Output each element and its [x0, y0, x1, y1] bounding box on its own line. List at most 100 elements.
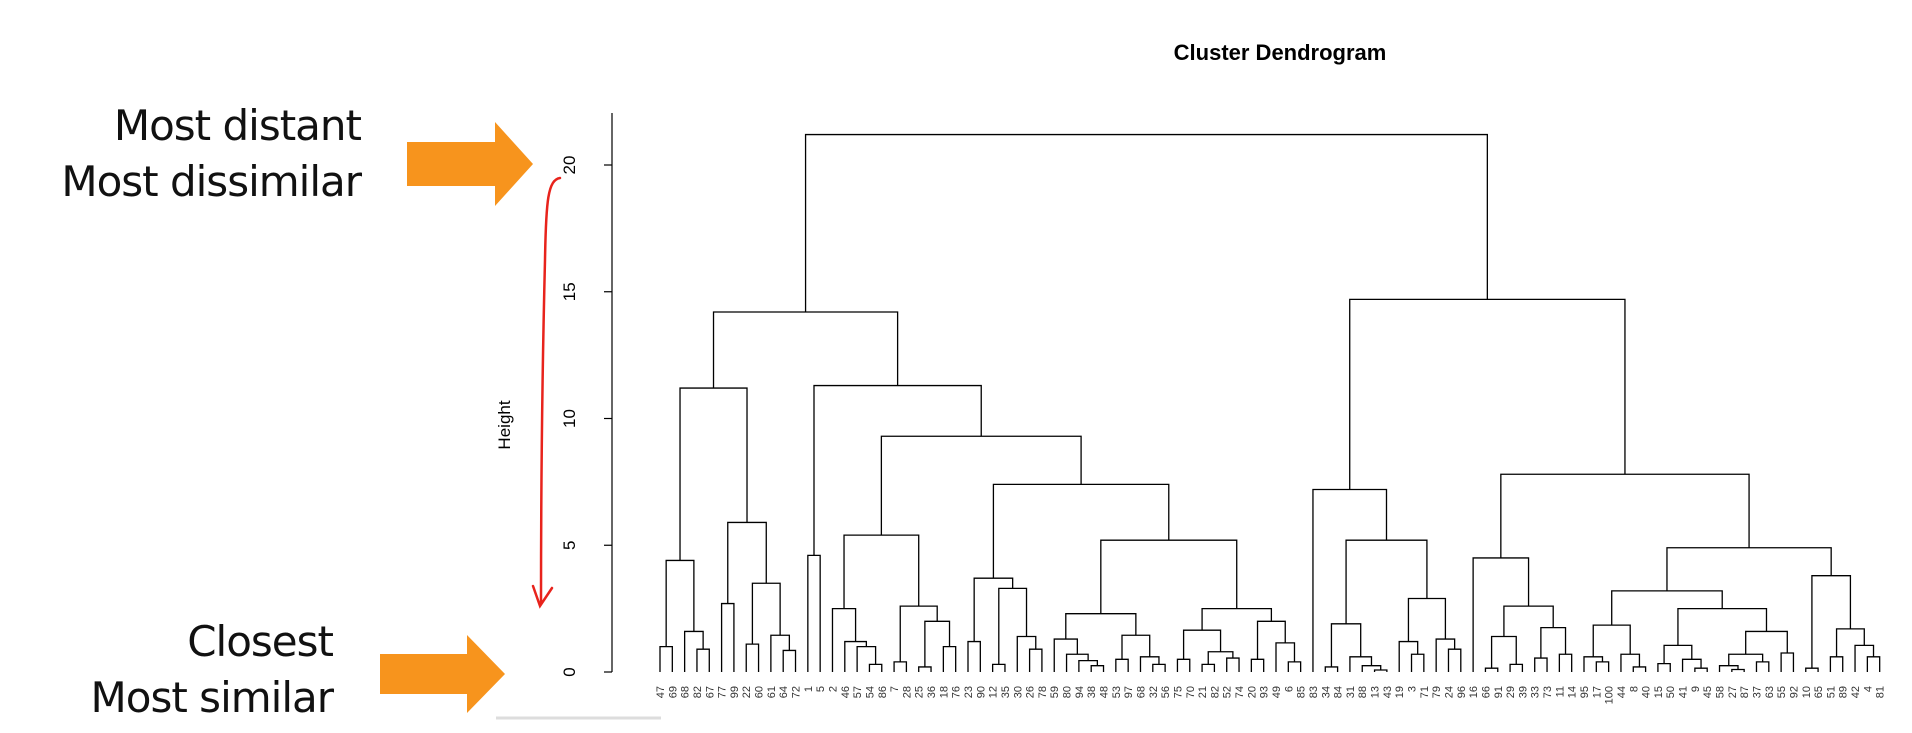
leaf-label: 99 [729, 686, 741, 698]
leaf-label: 13 [1370, 686, 1382, 698]
height-scale-arrow-icon [531, 176, 562, 609]
dendrogram-link [1745, 630, 1788, 655]
dendrogram-tree [659, 133, 1881, 672]
leaf-label: 24 [1443, 686, 1455, 698]
leaf-label: 95 [1579, 686, 1591, 698]
dendrogram-link [659, 646, 673, 672]
leaf-label: 79 [1431, 686, 1443, 698]
dendrogram-link [1866, 656, 1881, 672]
chart-title: Cluster Dendrogram [1174, 40, 1387, 65]
dendrogram-link [1201, 607, 1273, 631]
leaf-label: 71 [1419, 686, 1431, 698]
leaf-label: 93 [1259, 686, 1271, 698]
leaf-label: 50 [1665, 686, 1677, 698]
dendrogram-link [924, 620, 951, 667]
dendrogram-link [1349, 656, 1373, 672]
dendrogram-link [813, 384, 982, 556]
leaf-label: 76 [951, 686, 963, 698]
leaf-label: 72 [791, 686, 803, 698]
leaf-label: 68 [680, 686, 692, 698]
leaf-label: 91 [1493, 686, 1505, 698]
leaf-label: 25 [914, 686, 926, 698]
dendrogram-link [1728, 653, 1764, 666]
leaf-label: 23 [963, 686, 975, 698]
dendrogram-link [1182, 629, 1222, 660]
dendrogram-link [1500, 473, 1750, 558]
dendrogram-link [696, 648, 710, 672]
dendrogram-link [1312, 488, 1388, 672]
leaf-label: 27 [1727, 686, 1739, 698]
dendrogram-link [1398, 640, 1419, 672]
leaf-label: 92 [1788, 686, 1800, 698]
leaf-label: 11 [1554, 686, 1566, 697]
leaf-label: 53 [1111, 686, 1123, 698]
dendrogram-link [1620, 653, 1641, 672]
leaf-label: 70 [1185, 686, 1197, 698]
most-dissimilar-text: Most dissimilar [61, 157, 362, 206]
dendrogram-link [1755, 661, 1770, 672]
dendrogram-link [1256, 620, 1286, 660]
closest-label: Closest Most similar [90, 614, 334, 726]
leaf-label: 19 [1394, 686, 1406, 698]
leaf-label: 8 [1628, 686, 1640, 692]
leaf-label: 21 [1197, 686, 1209, 698]
dendrogram-link [918, 666, 932, 672]
leaf-label: 3 [1407, 686, 1419, 692]
y-tick-label: 10 [560, 409, 579, 428]
dendrogram-link [868, 663, 883, 672]
dendrogram-link [1666, 547, 1832, 591]
y-tick-label: 0 [560, 667, 579, 676]
leaf-label: 61 [766, 686, 778, 698]
dendrogram-link [1694, 667, 1708, 672]
leaf-label: 82 [1209, 686, 1221, 698]
dendrogram-link [1100, 539, 1238, 614]
leaf-label: 9 [1690, 686, 1702, 692]
dendrogram-link [683, 630, 704, 672]
leaf-label: 90 [975, 686, 987, 698]
leaf-label: 1 [803, 686, 815, 692]
y-tick-label: 20 [560, 156, 579, 175]
dendrogram-link [992, 483, 1170, 579]
leaf-label: 18 [938, 686, 950, 698]
leaf-label: 20 [1246, 686, 1258, 698]
dendrogram-link [665, 559, 695, 647]
leaf-label: 37 [1751, 686, 1763, 698]
dendrogram-link [807, 554, 821, 672]
leaf-label: 80 [1062, 686, 1074, 698]
dendrogram-link [1201, 663, 1216, 672]
dendrogram-link [1330, 623, 1362, 667]
leaf-label: 6 [1283, 686, 1295, 692]
dendrogram-link [1677, 607, 1768, 646]
dendrogram-link [1287, 661, 1302, 672]
leaf-label: 67 [704, 686, 716, 698]
leaf-label: 36 [926, 686, 938, 698]
most-similar-text: Most similar [90, 673, 334, 722]
dendrogram-link [1681, 658, 1702, 672]
leaf-label: 17 [1591, 686, 1603, 698]
dendrogram-link [1373, 669, 1388, 672]
leaf-label: 14 [1567, 686, 1579, 698]
dendrogram-link [1509, 663, 1524, 672]
leaf-label: 54 [864, 686, 876, 698]
leaf-label: 48 [1099, 686, 1111, 698]
dendrogram-link [1016, 635, 1037, 672]
leaf-label: 69 [667, 686, 679, 698]
y-axis-label: Height [495, 400, 514, 449]
dendrogram-link [1090, 665, 1105, 672]
dendrogram-link [1583, 656, 1604, 672]
dendrogram-link [1854, 644, 1875, 672]
leaf-label: 96 [1456, 686, 1468, 698]
dendrogram-link [967, 640, 981, 672]
leaf-label: 85 [1296, 686, 1308, 698]
dendrogram-link [1632, 666, 1647, 672]
y-tick-label: 15 [560, 282, 579, 301]
dendrogram-link [770, 634, 791, 672]
most-distant-label: Most distant Most dissimilar [61, 98, 362, 210]
dendrogram-link [1349, 298, 1626, 490]
leaf-label: 45 [1702, 686, 1714, 698]
leaf-label: 82 [692, 686, 704, 698]
leaf-label: 41 [1678, 686, 1690, 698]
y-axis: 0 5 10 15 20 [560, 113, 613, 677]
dendrogram-link [893, 661, 908, 672]
leaf-label: 40 [1641, 686, 1653, 698]
